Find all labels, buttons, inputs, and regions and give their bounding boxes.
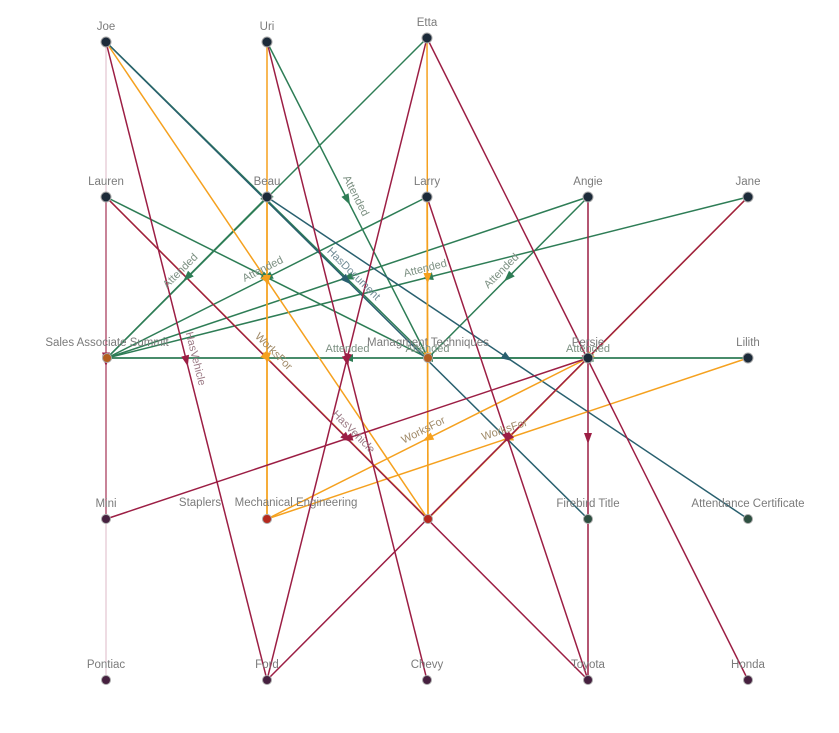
graph-node-firebird[interactable] [583,514,593,524]
edge-arrow-icon [422,432,435,441]
graph-node-toyota[interactable] [583,675,593,685]
node-label-lilith: Lilith [736,337,760,349]
edge-arrow-icon [503,431,515,443]
node-label-mt: Managment Techniques [367,337,489,349]
graph-node-jane[interactable] [742,191,754,203]
graph-node-persie[interactable] [582,352,594,364]
graph-node-mini[interactable] [101,514,111,524]
graph-node-sas[interactable] [102,353,112,363]
edge-arrow-icon [340,273,351,285]
graph-node-beau[interactable] [261,191,273,203]
graph-node-attcert[interactable] [743,514,753,524]
node-label-lauren: Lauren [88,176,124,188]
graph-node-larry[interactable] [421,191,433,203]
node-label-angie: Angie [573,176,602,188]
node-label-etta: Etta [417,17,438,29]
graph-node-pontiac[interactable] [101,675,111,685]
edge-arrow-icon [263,275,271,286]
graph-node-lilith[interactable] [742,352,754,364]
edge-label-worksfor: WorksFor [252,331,294,373]
node-label-pontiac: Pontiac [87,659,126,671]
edge-label-attended: Attended [405,343,449,355]
node-label-honda: Honda [731,659,765,671]
node-label-persie: Persie [572,337,605,349]
graph-node-angie[interactable] [582,191,594,203]
node-label-staplers: Staplers [179,497,221,509]
graph-node-lauren[interactable] [100,191,112,203]
node-label-jane: Jane [736,176,761,188]
edge-label-attended: Attended [325,343,369,355]
node-label-firebird: Firebird Title [556,498,619,510]
node-label-uri: Uri [260,21,275,33]
edge-label-attended: Attended [566,343,610,355]
edge-arrow-icon [181,354,190,367]
node-label-sas: Sales Associate Summit [45,337,169,349]
node-label-beau: Beau [254,176,281,188]
graph-node-mecheng[interactable] [423,514,433,524]
node-label-ford: Ford [255,659,279,671]
graph-node-honda[interactable] [743,675,753,685]
node-label-toyota: Toyota [571,659,605,671]
node-label-larry: Larry [414,176,440,188]
edge-arrow-icon [423,272,432,284]
edge-arrow-icon [504,270,515,282]
edge-arrow-icon [500,351,513,362]
node-label-chevy: Chevy [411,659,444,671]
node-label-attcert: Attendance Certificate [691,498,804,510]
node-label-mecheng: Mechanical Engineering [235,497,358,509]
graph-node-ford[interactable] [262,675,272,685]
graph-node-joe[interactable] [100,36,112,48]
graph-node-uri[interactable] [261,36,273,48]
edge-arrow-icon [584,433,592,444]
edge-label-attended: Attended [482,251,522,291]
node-label-joe: Joe [97,21,116,33]
graph-node-mt[interactable] [423,353,433,363]
graph-node-staplers[interactable] [262,514,272,524]
graph-node-etta[interactable] [421,32,433,44]
edge-arrow-icon [341,193,350,205]
edge-arrow-icon [344,352,353,365]
edge-arrow-icon [341,432,354,441]
edge-arrow-icon [183,270,194,282]
graph-node-chevy[interactable] [422,675,432,685]
node-label-mini: Mini [95,498,116,510]
edge-arrow-icon [260,351,271,362]
